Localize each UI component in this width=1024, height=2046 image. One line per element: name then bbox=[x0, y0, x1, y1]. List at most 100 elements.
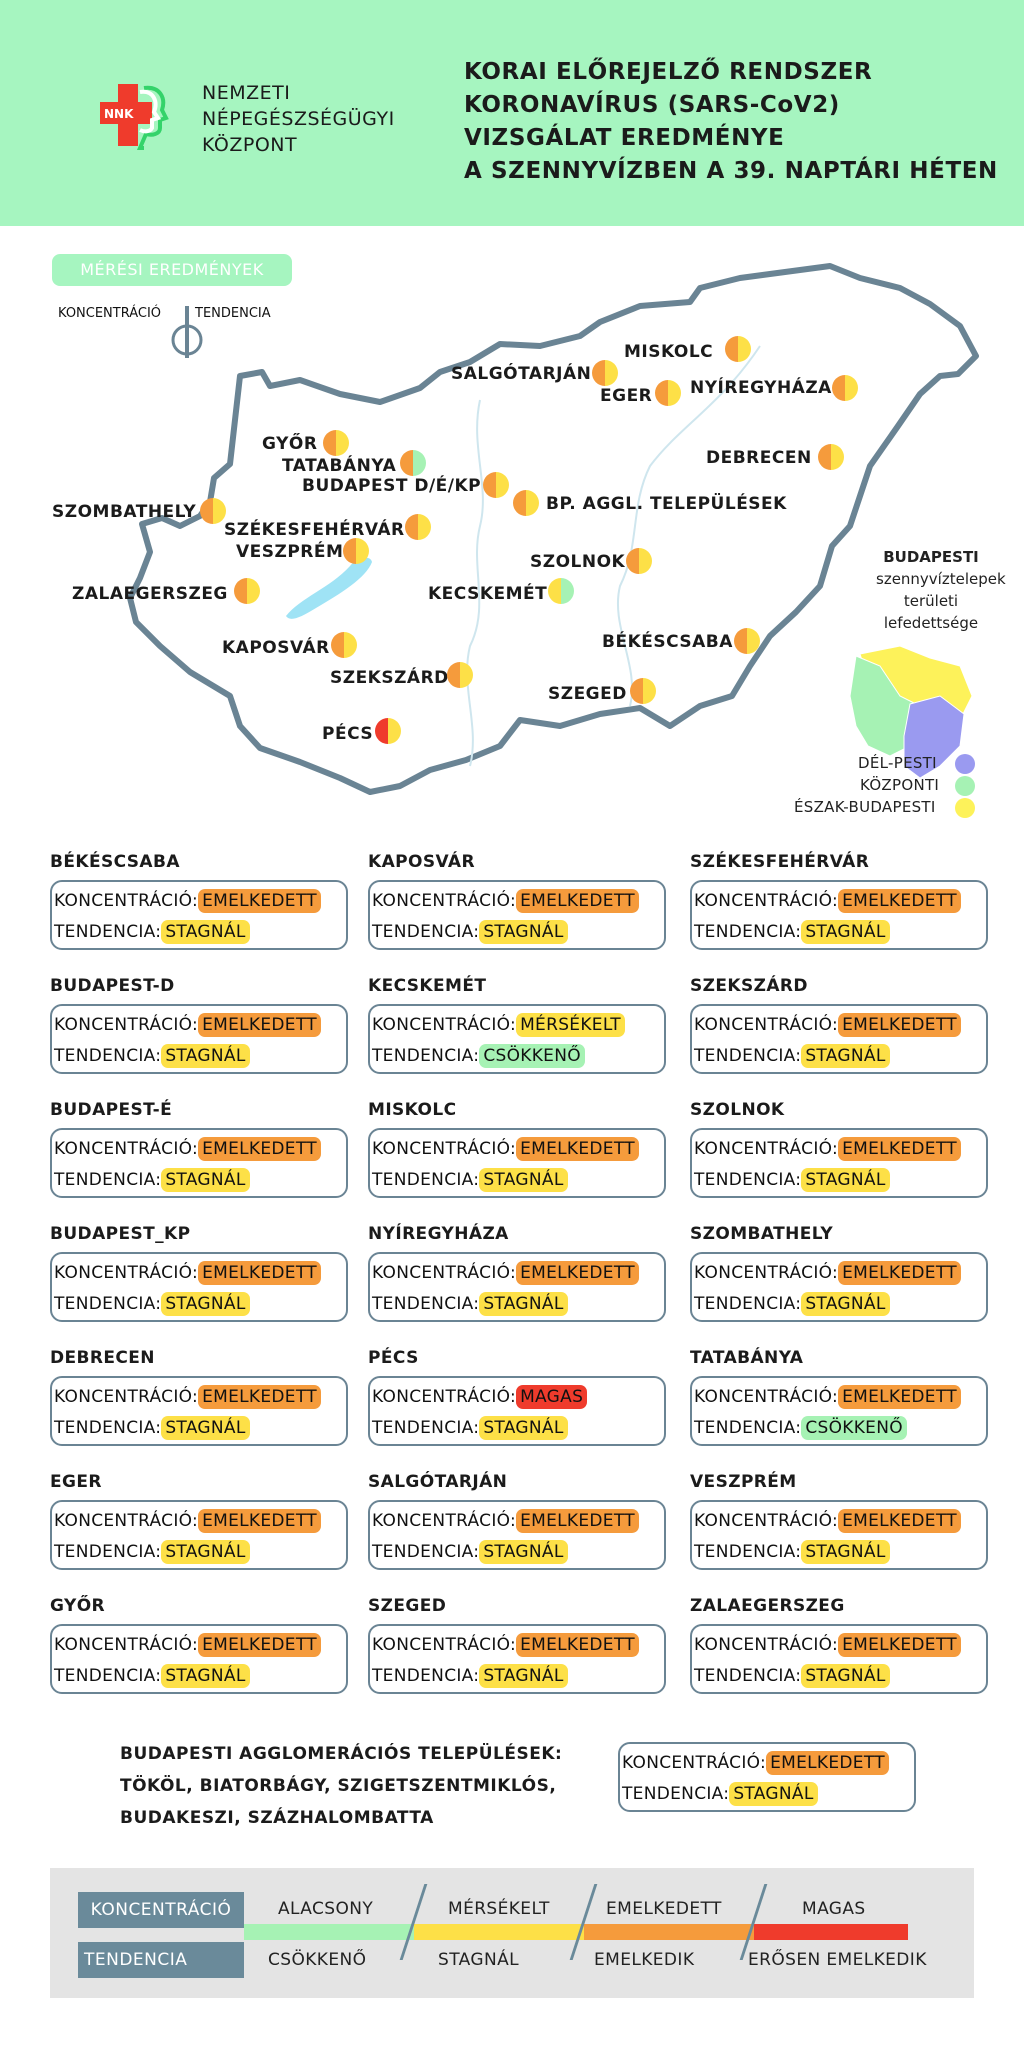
tendencia-badge: STAGNÁL bbox=[161, 1044, 250, 1068]
legend-trend-emelkedik: EMELKEDIK bbox=[594, 1950, 695, 1970]
status-card: KONCENTRÁCIÓ: MAGAS TENDENCIA: STAGNÁL bbox=[368, 1376, 666, 1446]
tendencia-badge: STAGNÁL bbox=[479, 1168, 568, 1192]
koncentracio-badge: EMELKEDETT bbox=[198, 889, 321, 913]
dot-koncentracio-half bbox=[513, 490, 526, 516]
koncentracio-badge: EMELKEDETT bbox=[516, 1509, 639, 1533]
budapest-south bbox=[903, 695, 965, 779]
dot-tendencia-half bbox=[561, 578, 574, 604]
koncentracio-badge: EMELKEDETT bbox=[838, 1137, 961, 1161]
koncentracio-badge: EMELKEDETT bbox=[198, 1261, 321, 1285]
tendencia-label: TENDENCIA: bbox=[54, 922, 162, 942]
svg-text:NNK: NNK bbox=[104, 107, 134, 121]
status-card: KONCENTRÁCIÓ: EMELKEDETT TENDENCIA: STAGNÁL bbox=[50, 1252, 348, 1322]
status-card: KONCENTRÁCIÓ: EMELKEDETT TENDENCIA: STAGNÁL bbox=[50, 880, 348, 950]
map-city-status-dot bbox=[725, 336, 751, 362]
tendencia-label: TENDENCIA: bbox=[54, 1418, 162, 1438]
dot-tendencia-half bbox=[344, 632, 357, 658]
tendencia-label: TENDENCIA: bbox=[372, 1542, 480, 1562]
budapest-coverage-title: BUDAPESTI szennyvíztelepek területi lefe… bbox=[876, 548, 1006, 632]
dot-koncentracio-half bbox=[725, 336, 738, 362]
dot-koncentracio-half bbox=[447, 662, 460, 688]
koncentracio-badge: EMELKEDETT bbox=[516, 1261, 639, 1285]
map-city-status-dot bbox=[343, 538, 369, 564]
status-card: KONCENTRÁCIÓ: EMELKEDETT TENDENCIA: STAGNÁL bbox=[368, 1624, 666, 1694]
tendencia-label: TENDENCIA: bbox=[372, 1046, 480, 1066]
tendencia-badge: STAGNÁL bbox=[801, 1664, 890, 1688]
dot-tendencia-half bbox=[639, 548, 652, 574]
tendencia-badge: STAGNÁL bbox=[801, 1168, 890, 1192]
card-city-name: SZOLNOK bbox=[690, 1100, 785, 1120]
tendencia-label: TENDENCIA: bbox=[372, 922, 480, 942]
status-card: KONCENTRÁCIÓ: EMELKEDETT TENDENCIA: STAGNÁL bbox=[50, 1500, 348, 1570]
status-card: KONCENTRÁCIÓ: EMELKEDETT TENDENCIA: STAGNÁL bbox=[690, 880, 988, 950]
lake-balaton bbox=[286, 557, 372, 619]
dot-tendencia-half bbox=[747, 628, 760, 654]
map-city-status-dot bbox=[818, 444, 844, 470]
dot-tendencia-half bbox=[356, 538, 369, 564]
tendencia-label: TENDENCIA: bbox=[694, 1666, 802, 1686]
dot-tendencia-half bbox=[605, 360, 618, 386]
symbol-tendencia-label: TENDENCIA bbox=[195, 306, 271, 321]
map-city-label: BP. AGGL. TELEPÜLÉSEK bbox=[546, 494, 787, 514]
koncentracio-label: KONCENTRÁCIÓ: bbox=[694, 1263, 839, 1283]
tendencia-label: TENDENCIA: bbox=[694, 1294, 802, 1314]
river-tisza bbox=[616, 345, 761, 707]
dot-tendencia-half bbox=[336, 430, 349, 456]
legend-del-pesti-dot bbox=[955, 754, 975, 774]
map-city-label: SZOLNOK bbox=[530, 552, 626, 572]
map-city-label: BÉKÉSCSABA bbox=[602, 632, 733, 652]
map-city-label: KECSKEMÉT bbox=[428, 584, 548, 604]
koncentracio-badge: EMELKEDETT bbox=[198, 1013, 321, 1037]
map-city-label: DEBRECEN bbox=[706, 448, 812, 468]
dot-tendencia-half bbox=[496, 472, 509, 498]
dot-koncentracio-half bbox=[483, 472, 496, 498]
map-city-status-dot bbox=[832, 375, 858, 401]
map-city-status-dot bbox=[548, 578, 574, 604]
agglomeration-title: BUDAPESTI AGGLOMERÁCIÓS TELEPÜLÉSEK: TÖK… bbox=[120, 1744, 563, 1828]
map-city-status-dot bbox=[630, 678, 656, 704]
map-city-label: KAPOSVÁR bbox=[222, 638, 330, 658]
tendencia-badge: CSÖKKENŐ bbox=[479, 1044, 585, 1068]
dot-koncentracio-half bbox=[343, 538, 356, 564]
legend-level-alacsony: ALACSONY bbox=[278, 1899, 374, 1919]
tendencia-badge: STAGNÁL bbox=[801, 1292, 890, 1316]
map-city-status-dot bbox=[626, 548, 652, 574]
page-title: KORAI ELŐREJELZŐ RENDSZER KORONAVÍRUS (S… bbox=[464, 59, 998, 184]
card-city-name: EGER bbox=[50, 1472, 102, 1492]
tendencia-badge: STAGNÁL bbox=[479, 1540, 568, 1564]
koncentracio-label: KONCENTRÁCIÓ: bbox=[54, 1263, 199, 1283]
agg-koncentracio-label: KONCENTRÁCIÓ: bbox=[622, 1753, 767, 1773]
tendencia-badge: STAGNÁL bbox=[161, 1664, 250, 1688]
status-card: KONCENTRÁCIÓ: EMELKEDETT TENDENCIA: STAGNÁL bbox=[368, 1128, 666, 1198]
hungary-map bbox=[127, 263, 979, 795]
legend-koncentracio-label: KONCENTRÁCIÓ bbox=[78, 1892, 244, 1928]
legend-tendencia-label: TENDENCIA bbox=[78, 1942, 244, 1978]
koncentracio-badge: EMELKEDETT bbox=[516, 1633, 639, 1657]
map-city-label: NYÍREGYHÁZA bbox=[690, 378, 832, 398]
map-city-status-dot bbox=[400, 450, 426, 476]
tendencia-label: TENDENCIA: bbox=[694, 922, 802, 942]
tendencia-badge: STAGNÁL bbox=[801, 1044, 890, 1068]
tendencia-badge: STAGNÁL bbox=[479, 1292, 568, 1316]
tendencia-label: TENDENCIA: bbox=[372, 1294, 480, 1314]
dot-koncentracio-half bbox=[323, 430, 336, 456]
dot-tendencia-half bbox=[418, 514, 431, 540]
dot-koncentracio-half bbox=[818, 444, 831, 470]
status-card: KONCENTRÁCIÓ: EMELKEDETT TENDENCIA: STAGNÁL bbox=[690, 1004, 988, 1074]
koncentracio-badge: EMELKEDETT bbox=[198, 1385, 321, 1409]
tendencia-label: TENDENCIA: bbox=[372, 1418, 480, 1438]
koncentracio-label: KONCENTRÁCIÓ: bbox=[694, 1387, 839, 1407]
organization-name: NEMZETI NÉPEGÉSZSÉGÜGYI KÖZPONT bbox=[202, 82, 395, 156]
koncentracio-badge: EMELKEDETT bbox=[838, 889, 961, 913]
map-city-label: SZOMBATHELY bbox=[52, 502, 197, 522]
card-city-name: PÉCS bbox=[368, 1348, 419, 1368]
status-card: KONCENTRÁCIÓ: EMELKEDETT TENDENCIA: STAGNÁL bbox=[368, 880, 666, 950]
koncentracio-badge: EMELKEDETT bbox=[838, 1013, 961, 1037]
koncentracio-label: KONCENTRÁCIÓ: bbox=[372, 1263, 517, 1283]
dot-koncentracio-half bbox=[375, 718, 388, 744]
card-city-name: GYŐR bbox=[50, 1596, 106, 1616]
map-city-status-dot bbox=[655, 380, 681, 406]
card-city-name: SALGÓTARJÁN bbox=[368, 1472, 508, 1492]
card-city-name: BUDAPEST_KP bbox=[50, 1224, 191, 1244]
card-city-name: KECSKEMÉT bbox=[368, 976, 487, 996]
